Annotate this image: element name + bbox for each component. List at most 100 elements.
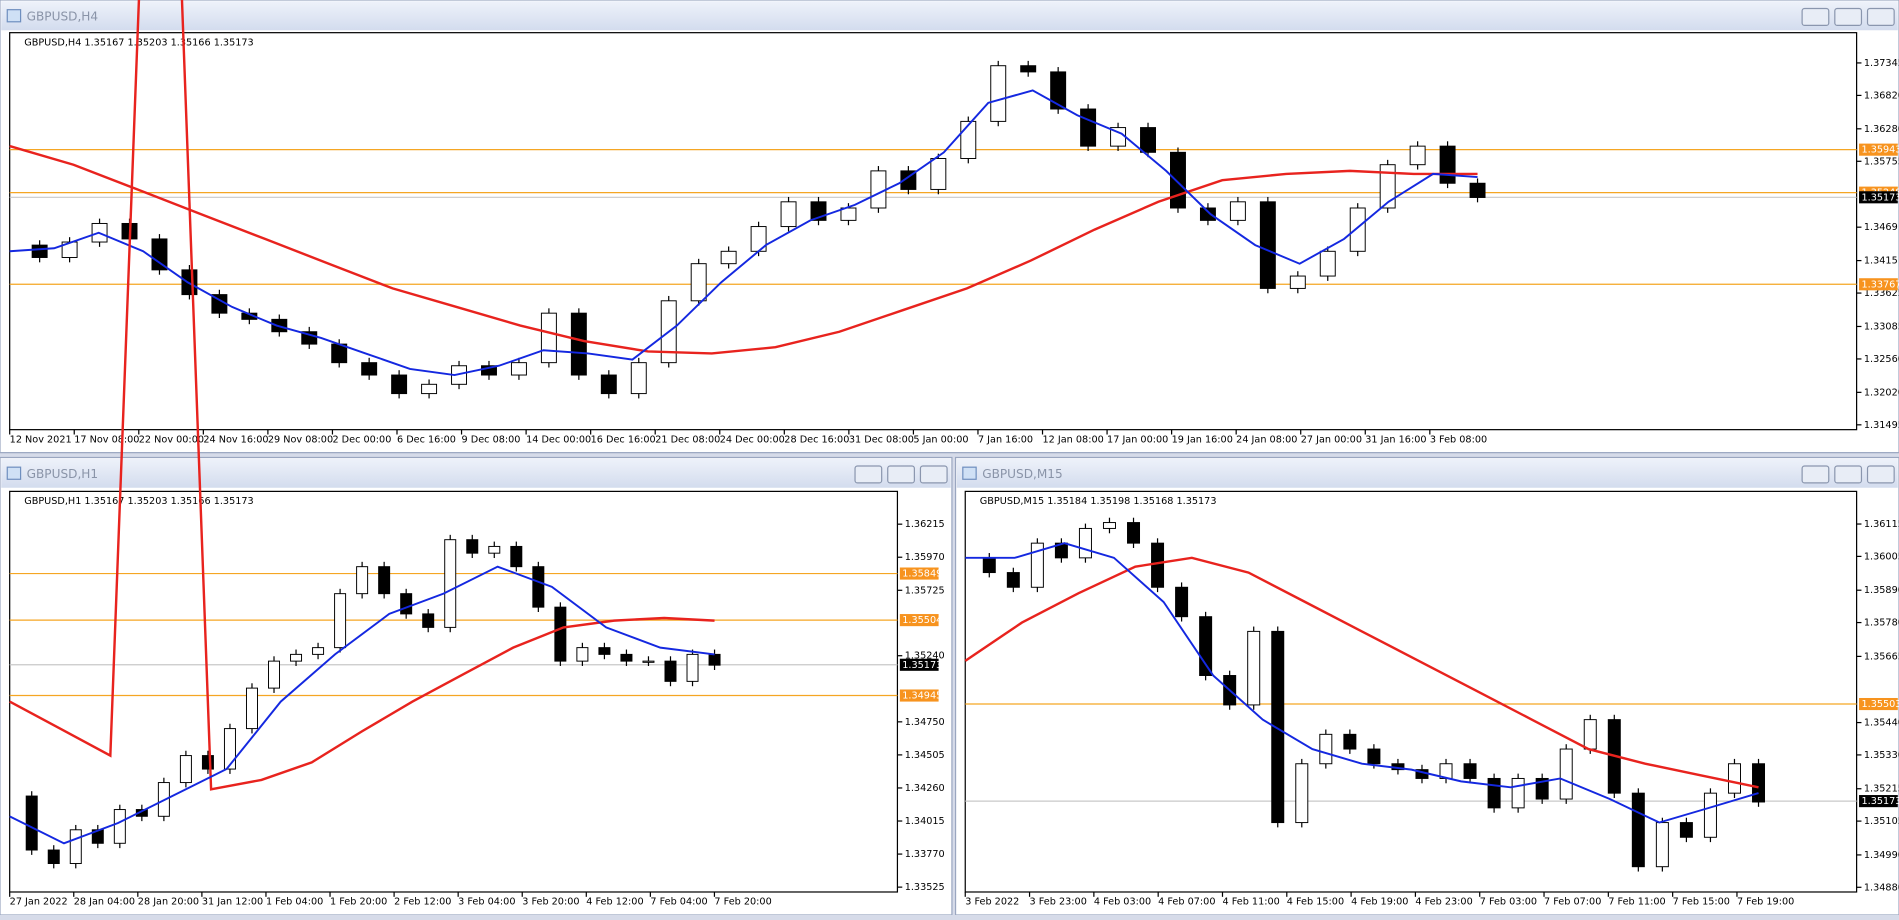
candle-body — [1247, 630, 1261, 706]
candle-body — [990, 65, 1007, 122]
x-tick-label: 1 Feb 04:00 — [266, 897, 323, 908]
window-button-max[interactable] — [887, 465, 915, 484]
candle-body — [1080, 108, 1097, 147]
candle-body — [540, 312, 557, 364]
candle-body — [1469, 182, 1486, 198]
candle-body — [1655, 822, 1669, 868]
window-button-min[interactable] — [1801, 465, 1830, 484]
candle-body — [1259, 201, 1276, 289]
x-tick-label: 2 Feb 12:00 — [394, 897, 451, 908]
candle-body — [982, 557, 996, 574]
x-tick-label: 3 Feb 23:00 — [1030, 897, 1087, 908]
candle-body — [1439, 145, 1456, 184]
x-tick-label: 19 Jan 16:00 — [1172, 434, 1233, 445]
candle-body — [378, 566, 391, 595]
candle-body — [686, 653, 699, 682]
window-button-max[interactable] — [1834, 7, 1863, 27]
level-label: 1.35943 — [1861, 145, 1899, 156]
candle-body — [1229, 201, 1246, 221]
level-tag — [1859, 143, 1898, 156]
candle-body — [245, 687, 258, 730]
candle-body — [1631, 792, 1645, 868]
candle-body — [708, 653, 721, 666]
candle-body — [179, 755, 192, 784]
current-price-label: 1.35173 — [902, 660, 942, 671]
y-tick-label: 1.35890 — [1864, 585, 1899, 596]
candle-body — [1727, 763, 1741, 794]
y-tick-label: 1.34990 — [1864, 850, 1899, 861]
y-tick-label: 1.34880 — [1864, 882, 1899, 893]
moving-average — [9, 565, 715, 845]
x-tick-label: 28 Jan 20:00 — [138, 897, 199, 908]
candle-body — [1140, 127, 1156, 153]
x-tick-label: 31 Jan 12:00 — [202, 897, 263, 908]
candle-body — [532, 566, 545, 608]
candle-body — [1349, 207, 1366, 252]
candle-body — [1271, 630, 1285, 824]
y-tick-label: 1.34260 — [905, 783, 945, 794]
window-button-min[interactable] — [854, 465, 883, 484]
level-tag — [899, 689, 939, 702]
y-tick-label: 1.35970 — [905, 552, 945, 563]
y-tick-label: 1.36280 — [1864, 124, 1899, 135]
x-tick-label: 4 Feb 23:00 — [1415, 897, 1472, 908]
candle-body — [1511, 777, 1525, 809]
candle-body — [1319, 250, 1336, 277]
y-tick-label: 1.36820 — [1864, 90, 1899, 101]
x-tick-label: 4 Feb 19:00 — [1351, 897, 1408, 908]
candle-body — [113, 809, 126, 844]
candle-body — [268, 660, 281, 689]
symbol-info: GBPUSD,M15 1.35184 1.35198 1.35168 1.351… — [980, 496, 1217, 507]
candle-body — [900, 170, 917, 190]
x-tick-label: 12 Jan 08:00 — [1043, 434, 1104, 445]
window-button-close[interactable] — [1866, 465, 1895, 484]
candle-body — [1409, 145, 1426, 166]
candle-body — [600, 374, 617, 395]
x-tick-label: 5 Jan 00:00 — [913, 434, 968, 445]
window-button-close[interactable] — [919, 465, 948, 484]
candle-body — [554, 606, 567, 662]
moving-average — [964, 556, 1759, 789]
candle-body — [1295, 763, 1309, 824]
x-tick-label: 31 Dec 08:00 — [849, 434, 914, 445]
candle-body — [1679, 822, 1693, 838]
window-icon — [6, 9, 22, 23]
candle-body — [1535, 777, 1549, 800]
symbol-info: GBPUSD,H1 1.35167 1.35203 1.35166 1.3517… — [24, 496, 253, 507]
plot-area — [9, 32, 1858, 431]
moving-average — [9, 0, 715, 791]
candle-body — [25, 795, 38, 851]
candle-body — [488, 545, 501, 554]
level-label: 1.35503 — [1861, 699, 1899, 710]
x-tick-label: 24 Jan 08:00 — [1236, 434, 1297, 445]
y-tick-label: 1.35665 — [1864, 651, 1899, 662]
current-price-tag — [1859, 191, 1898, 204]
y-tick-label: 1.33085 — [1864, 321, 1899, 332]
x-tick-label: 4 Feb 07:00 — [1158, 897, 1215, 908]
candle-body — [69, 829, 82, 865]
candle-body — [151, 238, 168, 271]
candle-body — [334, 593, 347, 649]
candle-body — [356, 566, 369, 595]
candle-body — [223, 728, 236, 770]
x-tick-label: 14 Dec 00:00 — [526, 434, 591, 445]
x-tick-label: 3 Feb 2022 — [965, 897, 1019, 908]
candle-body — [1006, 572, 1020, 588]
level-label: 1.35504 — [902, 615, 942, 626]
candle-body — [870, 170, 887, 209]
window-button-close[interactable] — [1866, 7, 1895, 27]
y-tick-label: 1.35240 — [905, 651, 945, 662]
candle-body — [960, 120, 977, 159]
plot-area — [964, 490, 1858, 893]
window-button-max[interactable] — [1834, 465, 1863, 484]
current-price-label: 1.35173 — [1861, 796, 1899, 807]
window-button-min[interactable] — [1801, 7, 1830, 27]
x-tick-label: 3 Feb 20:00 — [522, 897, 579, 908]
x-tick-label: 27 Jan 00:00 — [1301, 434, 1362, 445]
candle-body — [690, 263, 707, 302]
y-tick-label: 1.36215 — [905, 519, 945, 530]
y-tick-label: 1.34015 — [905, 816, 945, 827]
candle-body — [1102, 522, 1116, 529]
candle-body — [1030, 542, 1044, 588]
